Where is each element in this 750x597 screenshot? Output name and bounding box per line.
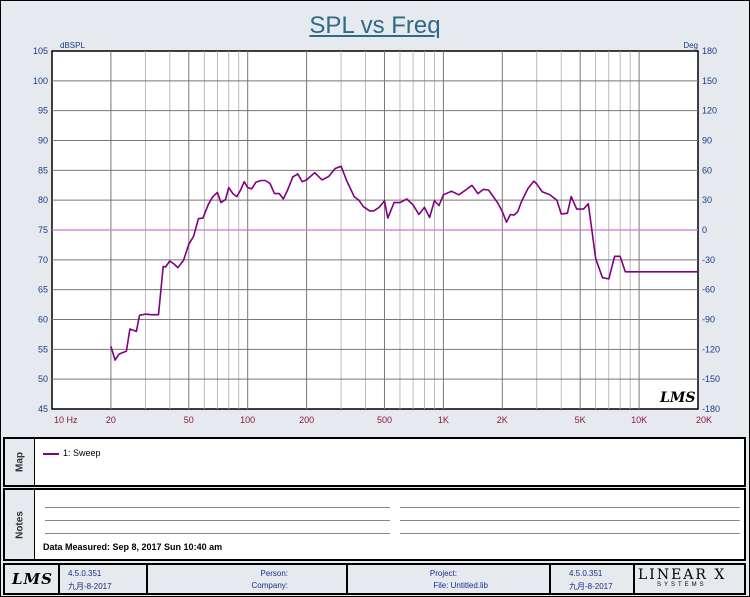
note-line bbox=[45, 520, 390, 521]
footer-person-cell: Person: Company: bbox=[148, 565, 348, 593]
y2-tick-label: -180 bbox=[702, 404, 720, 414]
file-label: File: Untitled.lib bbox=[433, 581, 488, 590]
lms-logo: LMS bbox=[12, 570, 53, 588]
y2-tick-label: -120 bbox=[702, 344, 720, 354]
x-tick-label: 200 bbox=[299, 415, 314, 425]
spl-chart: 105 100 95 90 85 80 75 70 65 60 55 50 45 180 150 120 90 6… bbox=[33, 41, 720, 425]
x-tick-label: 1K bbox=[438, 415, 449, 425]
y-tick-label: 100 bbox=[33, 76, 48, 86]
y-tick-label: 95 bbox=[38, 106, 48, 116]
note-line bbox=[400, 533, 740, 534]
y2-tick-label: 0 bbox=[702, 225, 707, 235]
y-tick-label: 60 bbox=[38, 315, 48, 325]
chart-title: SPL vs Freq bbox=[309, 12, 441, 39]
y2-tick-label: -30 bbox=[702, 255, 715, 265]
x-tick-label: 5K bbox=[575, 415, 586, 425]
y-tick-label: 45 bbox=[38, 404, 48, 414]
y-tick-label: 75 bbox=[38, 225, 48, 235]
legend-label: 1: Sweep bbox=[63, 448, 101, 458]
note-line bbox=[45, 507, 390, 508]
person-label: Person: bbox=[260, 569, 288, 578]
x-tick-label: 500 bbox=[377, 415, 392, 425]
footer-version-right: 4.5.0.351 九月-8-2017 bbox=[551, 565, 635, 593]
y-tick-label: 90 bbox=[38, 136, 48, 146]
legend-entry[interactable]: 1: Sweep bbox=[43, 448, 101, 458]
y2-tick-label: 150 bbox=[702, 76, 717, 86]
grid bbox=[52, 51, 698, 409]
note-line bbox=[45, 533, 390, 534]
y-tick-label: 80 bbox=[38, 195, 48, 205]
y-tick-label: 65 bbox=[38, 285, 48, 295]
y-axis-label: dBSPL bbox=[60, 41, 85, 50]
footer: LMS 4.5.0.351 九月-8-2017 Person: Company:… bbox=[3, 563, 746, 595]
y-tick-label: 105 bbox=[33, 46, 48, 56]
version-right: 4.5.0.351 bbox=[569, 569, 603, 578]
notes-side-label: Notes bbox=[5, 490, 35, 559]
company-label: Company: bbox=[251, 581, 288, 590]
footer-project-cell: Project: File: Untitled.lib bbox=[348, 565, 551, 593]
y2-tick-label: 30 bbox=[702, 195, 712, 205]
x-tick-label: 2K bbox=[497, 415, 508, 425]
linearx-sub: SYSTEMS bbox=[657, 582, 707, 588]
y-tick-label: 70 bbox=[38, 255, 48, 265]
note-line bbox=[400, 520, 740, 521]
y-tick-label: 85 bbox=[38, 165, 48, 175]
y2-axis-label: Deg bbox=[683, 41, 698, 50]
y-tick-label: 50 bbox=[38, 374, 48, 384]
date-measured: Data Measured: Sep 8, 2017 Sun 10:40 am bbox=[43, 542, 223, 552]
version-left: 4.5.0.351 bbox=[68, 569, 102, 578]
linearx-logo: LINEAR X bbox=[638, 567, 727, 583]
series bbox=[110, 165, 698, 361]
lms-watermark: LMS bbox=[659, 390, 695, 406]
y2-tick-label: 120 bbox=[702, 106, 717, 116]
series-line bbox=[110, 165, 698, 361]
x-tick-label: 50 bbox=[184, 415, 194, 425]
footer-brand-cell: LINEAR X SYSTEMS bbox=[635, 565, 744, 593]
x-tick-label: 100 bbox=[240, 415, 255, 425]
map-side-label: Map bbox=[5, 439, 35, 485]
y2-tick-label: 90 bbox=[702, 136, 712, 146]
y2-tick-label: -90 bbox=[702, 315, 715, 325]
map-panel: Map 1: Sweep bbox=[3, 437, 746, 487]
x-tick-label: 20K bbox=[696, 415, 712, 425]
y2-tick-label: 60 bbox=[702, 165, 712, 175]
note-line bbox=[400, 507, 740, 508]
x-tick-label: 10 Hz bbox=[54, 415, 78, 425]
y2-tick-label: -60 bbox=[702, 285, 715, 295]
project-label: Project: bbox=[429, 569, 457, 578]
footer-version-left: 4.5.0.351 九月-8-2017 bbox=[60, 565, 148, 593]
date-right: 九月-8-2017 bbox=[569, 582, 613, 591]
x-tick-label: 20 bbox=[106, 415, 116, 425]
axis-ticks: 105 100 95 90 85 80 75 70 65 60 55 50 45 180 150 120 90 6… bbox=[33, 46, 720, 425]
date-left: 九月-8-2017 bbox=[68, 582, 112, 591]
y-tick-label: 55 bbox=[38, 344, 48, 354]
footer-logo-cell: LMS bbox=[5, 565, 60, 593]
y2-tick-label: -150 bbox=[702, 374, 720, 384]
y2-tick-label: 180 bbox=[702, 46, 717, 56]
notes-panel: Notes Data Measured: Sep 8, 2017 Sun 10:… bbox=[3, 488, 746, 561]
legend-swatch bbox=[43, 452, 59, 455]
x-tick-label: 10K bbox=[631, 415, 647, 425]
